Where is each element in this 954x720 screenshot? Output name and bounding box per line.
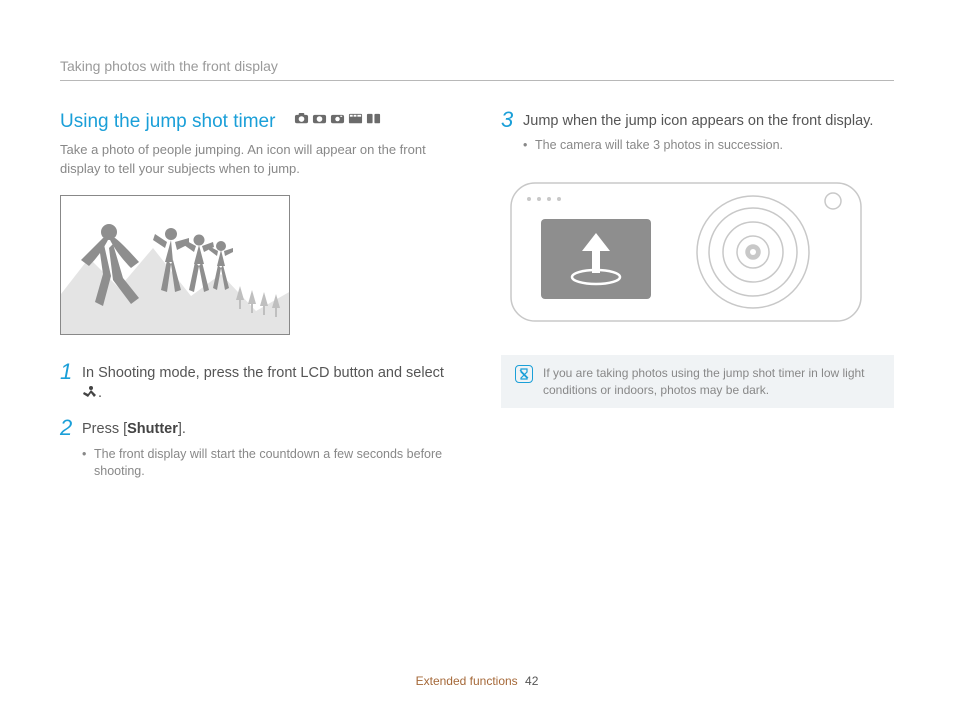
step-text-after: ]. [178,421,186,437]
note-icon [515,365,533,383]
step-body: Jump when the jump icon appears on the f… [523,111,894,155]
step-body: In Shooting mode, press the front LCD bu… [82,363,453,404]
step-2: 2 Press [Shutter]. The front display wil… [60,419,453,480]
step-text: Jump when the jump icon appears on the f… [523,113,873,129]
breadcrumb: Taking photos with the front display [60,58,894,81]
scene-icon [348,112,363,125]
step-3: 3 Jump when the jump icon appears on the… [501,111,894,155]
camera-front-icon [294,112,309,125]
step-text-before: In Shooting mode, press the front LCD bu… [82,365,444,381]
page-footer: Extended functions 42 [0,674,954,688]
step-number: 1 [60,361,82,383]
note-text: If you are taking photos using the jump … [543,365,880,399]
camera-alt-icon [330,112,345,125]
section-intro: Take a photo of people jumping. An icon … [60,141,453,179]
right-column: 3 Jump when the jump icon appears on the… [501,111,894,497]
step-number: 2 [60,417,82,439]
step-sub-bullet: The camera will take 3 photos in success… [523,137,894,155]
jump-illustration [60,195,290,335]
step-bold: Shutter [127,421,178,437]
camera-illustration [501,171,871,331]
dual-icon [366,112,381,125]
step-body: Press [Shutter]. The front display will … [82,419,453,480]
step-sub-bullet: The front display will start the countdo… [82,446,453,481]
footer-section: Extended functions [416,674,518,688]
step-text-after: . [98,385,102,401]
left-column: Using the jump shot timer [60,111,453,497]
step-text-before: Press [ [82,421,127,437]
section-title: Using the jump shot timer [60,111,275,133]
step-number: 3 [501,109,523,131]
camera-icon [312,112,327,125]
footer-page-number: 42 [525,674,538,688]
step-1: 1 In Shooting mode, press the front LCD … [60,363,453,404]
note-box: If you are taking photos using the jump … [501,355,894,409]
jump-person-icon [82,385,98,399]
mode-icons-row [294,112,381,125]
